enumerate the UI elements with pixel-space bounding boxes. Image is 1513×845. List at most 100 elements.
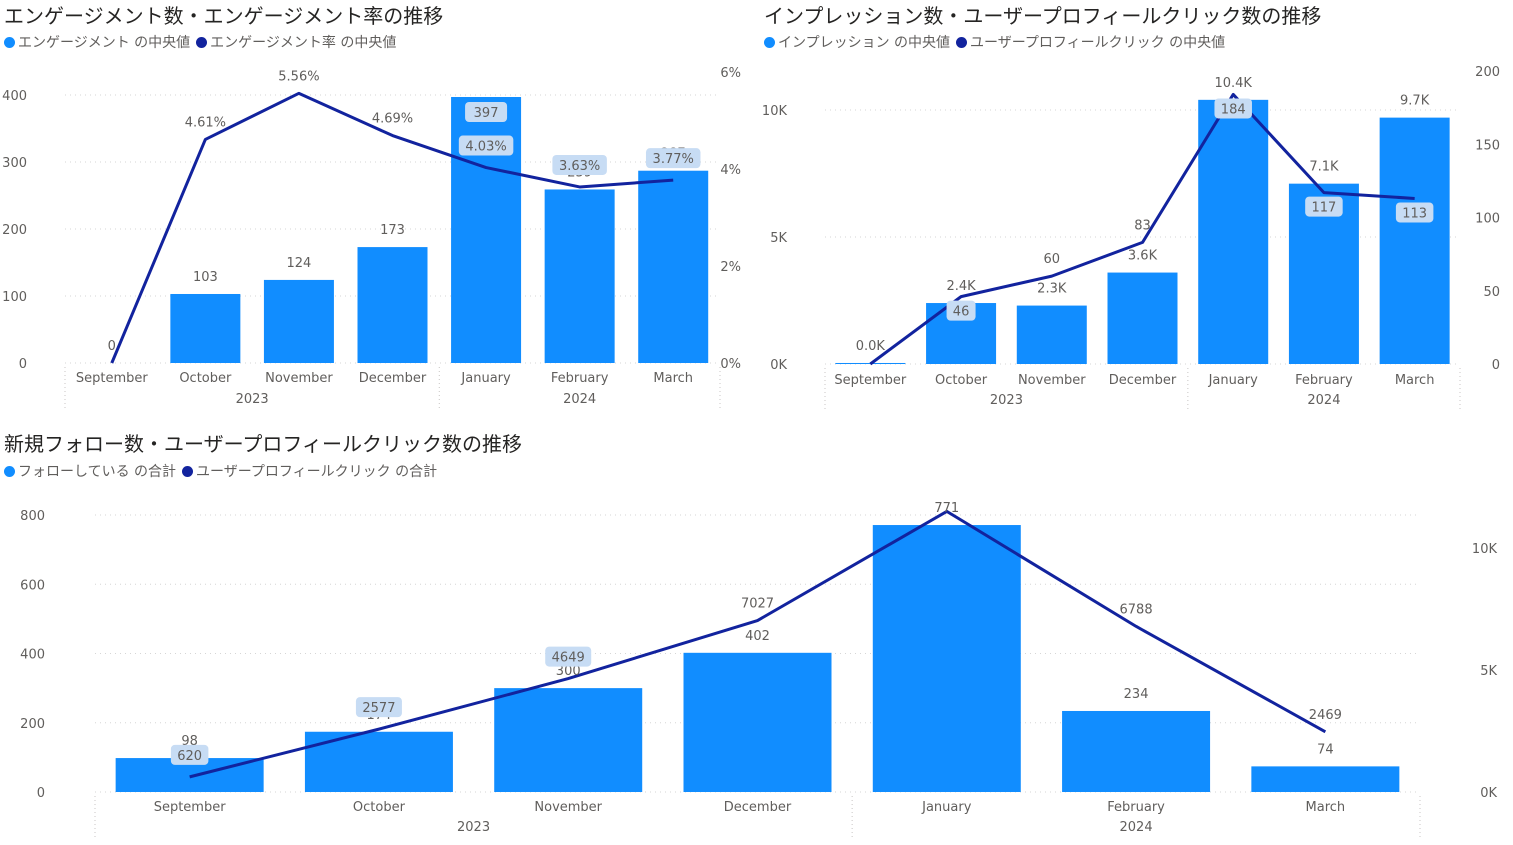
bar bbox=[544, 189, 615, 363]
bar bbox=[1379, 117, 1450, 365]
x-tick-label: September bbox=[76, 371, 149, 386]
x-year-label: 2023 bbox=[990, 393, 1023, 408]
bar-data-label: 300 bbox=[556, 664, 581, 679]
bar-data-label: 74 bbox=[1317, 742, 1334, 757]
legend-label: フォローしている の合計 bbox=[18, 464, 177, 480]
line-label-bg bbox=[170, 744, 209, 765]
bar-data-label: 397 bbox=[474, 106, 499, 121]
bar-data-label: 124 bbox=[287, 256, 312, 271]
x-tick-label: December bbox=[1109, 373, 1177, 388]
line-label-bg bbox=[458, 135, 514, 156]
legend-label: エンゲージメント の中央値 bbox=[18, 35, 191, 51]
line-data-label: 620 bbox=[177, 749, 202, 764]
y-left-tick-label: 300 bbox=[2, 156, 27, 171]
chart-title-engagement: エンゲージメント数・エンゲージメント率の推移 bbox=[4, 4, 444, 28]
legend-engagement: エンゲージメント の中央値 エンゲージメント率 の中央値 bbox=[4, 32, 402, 52]
bar-data-label: 7.1K bbox=[1309, 160, 1339, 175]
bar bbox=[1062, 710, 1211, 792]
line-data-label: 7027 bbox=[741, 597, 774, 612]
x-tick-label: November bbox=[1018, 373, 1086, 388]
legend-item-line[interactable]: ユーザープロフィールクリック の合計 bbox=[182, 461, 437, 481]
line-label-bg bbox=[355, 697, 402, 718]
line-data-label: 4.61% bbox=[185, 115, 226, 130]
line-label-bg bbox=[946, 300, 976, 321]
x-year-label: 2024 bbox=[1120, 820, 1153, 835]
x-tick-label: September bbox=[154, 800, 227, 815]
line-data-label: 83 bbox=[1134, 218, 1151, 233]
line-label-bg bbox=[645, 148, 701, 169]
y-right-tick-label: 100 bbox=[1475, 212, 1500, 227]
line-data-label: 4.69% bbox=[372, 112, 413, 127]
line-data-label: 46 bbox=[953, 305, 970, 320]
legend-item-bar[interactable]: エンゲージメント の中央値 bbox=[4, 32, 190, 52]
y-left-tick-label: 400 bbox=[20, 648, 45, 663]
bar bbox=[1016, 305, 1087, 364]
line-label-bg bbox=[1214, 98, 1252, 119]
x-year-label: 2024 bbox=[563, 392, 596, 407]
line-label-bg bbox=[545, 646, 592, 667]
legend-label: エンゲージメント率 の中央値 bbox=[210, 35, 397, 51]
legend-item-bar[interactable]: フォローしている の合計 bbox=[4, 461, 176, 481]
y-left-tick-label: 200 bbox=[2, 223, 27, 238]
bar-data-label: 0.0K bbox=[856, 339, 886, 354]
legend-item-line[interactable]: ユーザープロフィールクリック の中央値 bbox=[956, 32, 1225, 52]
x-tick-label: January bbox=[460, 371, 511, 386]
legend-dot-line bbox=[956, 36, 968, 48]
line-data-label: 2577 bbox=[362, 701, 395, 716]
y-right-tick-label: 5K bbox=[1480, 664, 1497, 679]
x-tick-label: February bbox=[551, 371, 609, 386]
x-tick-label: January bbox=[1208, 373, 1259, 388]
y-left-tick-label: 10K bbox=[762, 104, 788, 119]
bar bbox=[1198, 99, 1269, 364]
bar bbox=[263, 279, 334, 363]
legend-item-line[interactable]: エンゲージメント率 の中央値 bbox=[196, 32, 396, 52]
y-right-tick-label: 2% bbox=[720, 260, 741, 275]
bar bbox=[1107, 272, 1178, 364]
bar bbox=[170, 293, 241, 363]
y-right-tick-label: 200 bbox=[1475, 65, 1500, 80]
bar-data-label: 2.4K bbox=[946, 279, 976, 294]
x-tick-label: March bbox=[653, 371, 693, 386]
legend-label: ユーザープロフィールクリック の中央値 bbox=[970, 35, 1226, 51]
legend-dot-bar bbox=[4, 465, 15, 477]
y-left-tick-label: 0 bbox=[37, 786, 45, 801]
y-left-tick-label: 0K bbox=[770, 358, 787, 373]
bar-data-label: 402 bbox=[745, 629, 770, 644]
bar bbox=[494, 688, 643, 792]
bar-data-label: 3.6K bbox=[1128, 249, 1158, 264]
x-tick-label: November bbox=[534, 800, 602, 815]
legend-dot-line bbox=[196, 36, 208, 48]
line-data-label: 2469 bbox=[1309, 708, 1342, 723]
bar-data-label: 9.7K bbox=[1400, 94, 1430, 109]
bar-data-label: 10.4K bbox=[1214, 76, 1252, 91]
x-year-label: 2024 bbox=[1307, 393, 1340, 408]
line-series bbox=[869, 92, 1415, 366]
line-data-label: 4649 bbox=[552, 651, 585, 666]
bar-data-label: 103 bbox=[193, 270, 218, 285]
line-data-label: 3.77% bbox=[653, 152, 694, 167]
x-tick-label: December bbox=[359, 371, 427, 386]
chart-title-impressions: インプレッション数・ユーザープロフィールクリック数の推移 bbox=[764, 4, 1322, 28]
y-right-tick-label: 4% bbox=[720, 163, 741, 178]
bar-data-label: 173 bbox=[380, 223, 405, 238]
y-left-tick-label: 800 bbox=[20, 509, 45, 524]
line-data-label: 60 bbox=[1044, 252, 1061, 267]
x-tick-label: March bbox=[1395, 373, 1435, 388]
line-label-bg bbox=[552, 154, 607, 175]
y-right-tick-label: 50 bbox=[1483, 285, 1500, 300]
bar-data-label: 771 bbox=[934, 501, 959, 516]
legend-follows: フォローしている の合計 ユーザープロフィールクリック の合計 bbox=[4, 461, 443, 481]
x-tick-label: December bbox=[724, 800, 792, 815]
bar bbox=[1251, 766, 1400, 792]
y-right-tick-label: 0% bbox=[720, 357, 741, 372]
bar-data-label: 234 bbox=[1124, 687, 1149, 702]
chart-title-follows: 新規フォロー数・ユーザープロフィールクリック数の推移 bbox=[4, 432, 522, 456]
x-tick-label: March bbox=[1306, 800, 1346, 815]
legend-dot-bar bbox=[764, 36, 775, 48]
x-tick-label: September bbox=[834, 373, 907, 388]
legend-item-bar[interactable]: インプレッション の中央値 bbox=[764, 32, 950, 52]
line-series bbox=[110, 91, 674, 364]
y-right-tick-label: 10K bbox=[1472, 542, 1498, 557]
y-left-tick-label: 600 bbox=[20, 578, 45, 593]
